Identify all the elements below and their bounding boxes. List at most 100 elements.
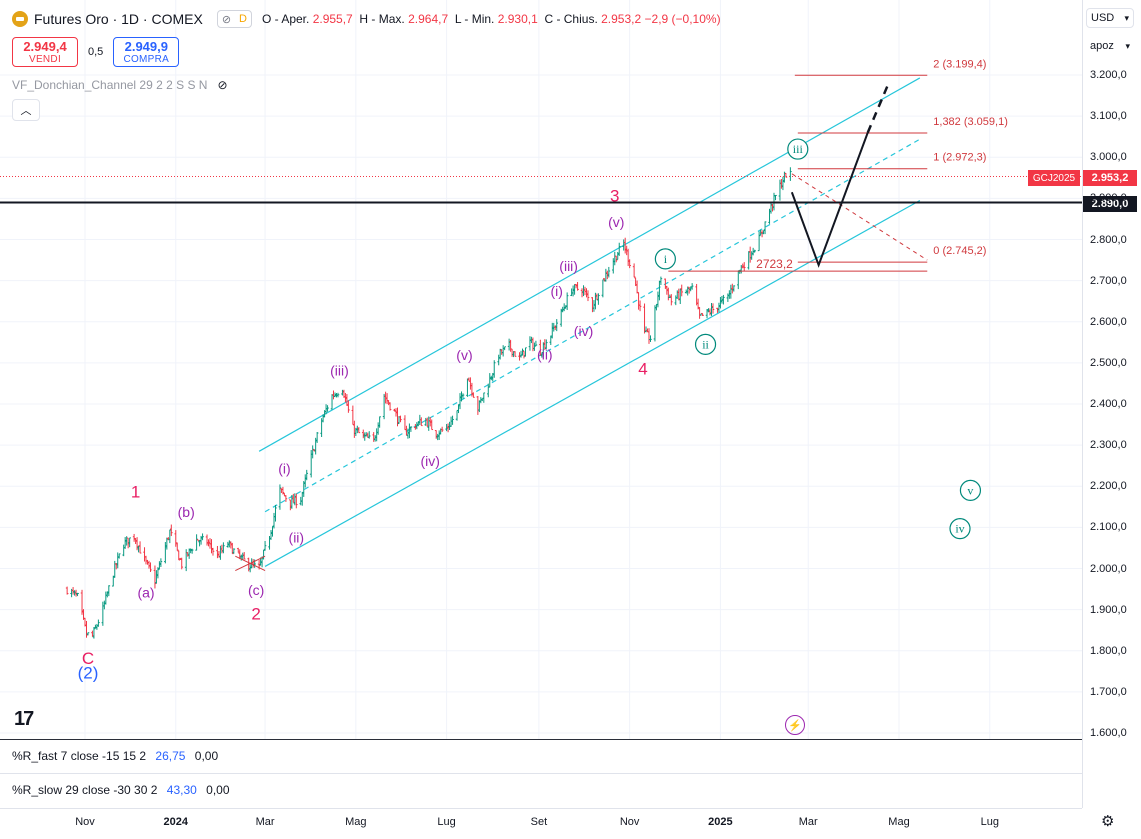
chevron-down-icon: ▾ [1124,12,1129,23]
price-tick-label: 1.800,0 [1090,644,1127,657]
apoz-label: apoz [1090,40,1114,52]
sell-button[interactable]: 2.949,4 VENDI [12,37,78,67]
spread-value: 0,5 [88,46,104,58]
price-tick-label: 3.000,0 [1090,151,1127,164]
hline-price-label: 2.890,0 [1083,196,1137,212]
channel-lower-line [264,199,921,567]
r-fast-value: 26,75 [155,749,186,763]
visibility-badge[interactable]: ⊘ D [216,10,252,28]
currency-label: USD [1091,12,1115,24]
close-value: 2.953,2 [601,12,642,26]
symbol-title[interactable]: Futures Oro · 1D · COMEX [34,11,203,27]
wave-circle [787,138,809,160]
price-tick-label: 2.900,0 [1090,192,1127,205]
r-slow-zero: 0,00 [206,783,230,797]
wave-circle [694,333,717,355]
chevron-down-icon: ▾ [1125,40,1130,51]
low-value: 2.930,1 [497,12,538,26]
close-label: C - Chius. [544,12,598,26]
projection-path [790,132,869,268]
fib-level-label: 0 (2.745,2) [933,245,986,257]
price-tick-label: 2.700,0 [1090,274,1127,287]
time-tick-label: Lug [437,816,456,828]
wave-label: v [967,483,973,497]
eye-off-icon: ⊘ [221,13,232,26]
data-delay-badge: D [239,13,247,25]
wave-label: (v) [608,214,624,230]
flash-icon[interactable]: ⚡ [785,715,805,735]
main-chart[interactable]: 2 (3.199,4) 1,382 (3.059,1) 1 (2.972,3) 0 (… [0,0,1082,739]
time-tick-label: Lug [980,816,999,828]
open-label: O - Aper. [261,12,310,26]
apoz-select[interactable]: apoz ▾ [1086,36,1134,56]
wave-label: i [664,252,668,266]
time-axis[interactable]: Nov 2024 Mar Mag Lug Set Nov 2025 Mar Mag Lug [0,808,1082,839]
wave-label: C [82,649,94,668]
price-tick-label: 2.200,0 [1090,480,1127,493]
wave-label: (2) [78,663,99,682]
eye-off-icon[interactable]: ⊘ [217,78,228,92]
contract-label: GCJ2025 [1028,170,1080,186]
price-tick-label: 3.200,0 [1090,69,1127,82]
price-chart-svg[interactable]: 2 (3.199,4) 1,382 (3.059,1) 1 (2.972,3) 0 (… [0,0,1082,739]
sell-price: 2.949,4 [23,38,67,54]
wave-label: ii [702,337,709,351]
chevron-up-icon[interactable]: ︿ [12,99,40,121]
r-slow-value: 43,30 [166,783,197,797]
wave-circle [959,479,982,501]
time-tick-label: Mag [345,816,367,828]
support-label: 2723,2 [756,257,793,271]
sell-label: VENDI [28,53,62,65]
wave-label: iii [793,142,804,156]
wave-label: (b) [178,504,195,520]
time-tick-label: 2025 [708,816,733,828]
wave-label: (v) [456,347,472,363]
fib-diagonal-line [791,173,928,261]
price-tick-label: 2.300,0 [1090,439,1127,452]
wave-label: (i) [278,461,290,477]
price-tick-label: 2.100,0 [1090,521,1127,534]
symbol-legend: Futures Oro · 1D · COMEX ⊘ D O - Aper. 2.… [12,10,721,28]
r-fast-legend: %R_fast 7 close -15 15 2 26,75 0,00 [12,749,218,763]
time-tick-label: Set [530,816,548,828]
price-axis[interactable] [1082,0,1141,808]
fib-level-label: 1 (2.972,3) [933,152,986,164]
open-value: 2.955,7 [312,12,353,26]
price-tick-label: 2.500,0 [1090,356,1127,369]
wave-label: 1 [131,482,140,501]
gold-symbol-icon [12,11,28,27]
buy-label: COMPRA [123,53,170,65]
trend-line [235,555,266,572]
r-fast-pane[interactable]: %R_fast 7 close -15 15 2 26,75 0,00 [0,739,1082,774]
price-tick-label: 1.700,0 [1090,685,1127,698]
price-tick-label: 3.100,0 [1090,110,1127,123]
currency-select[interactable]: USD ▾ [1086,8,1134,28]
wave-label: (c) [248,582,264,598]
indicator-label: VF_Donchian_Channel 29 2 2 S S N [12,78,208,92]
tradingview-logo-icon[interactable]: 17 [14,708,34,730]
wave-label: (iv) [421,453,440,469]
channel-upper-line [258,77,921,452]
price-tick-label: 2.800,0 [1090,233,1127,246]
r-fast-label: %R_fast 7 close -15 15 2 [12,749,147,763]
wave-label: 2 [251,605,260,624]
wave-label: iv [955,522,964,536]
price-tick-label: 2.000,0 [1090,562,1127,575]
price-tick-label: 1.600,0 [1090,726,1127,739]
time-tick-label: Nov [619,816,640,828]
projection-dashed [866,82,890,134]
indicator-legend[interactable]: VF_Donchian_Channel 29 2 2 S S N ⊘ [12,78,228,92]
gear-icon[interactable]: ⚙ [1101,813,1115,830]
time-tick-label: Nov [75,816,95,828]
buy-button[interactable]: 2.949,9 COMPRA [113,37,180,67]
wave-label: (ii) [537,347,553,363]
wave-label: 3 [610,186,619,205]
price-tick-label: 1.900,0 [1090,603,1127,616]
r-fast-zero: 0,00 [194,749,219,763]
price-tick-label: 2.600,0 [1090,315,1127,328]
low-label: L - Min. [454,12,495,26]
wave-circle [654,248,676,270]
wave-circle [949,518,971,540]
change-value: −2,9 (−0,10%) [644,12,721,26]
r-slow-pane[interactable]: %R_slow 29 close -30 30 2 43,30 0,00 [0,773,1082,809]
